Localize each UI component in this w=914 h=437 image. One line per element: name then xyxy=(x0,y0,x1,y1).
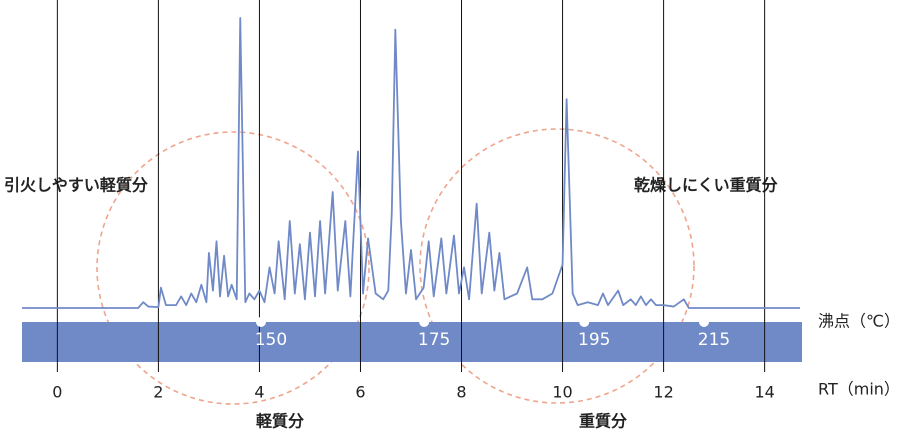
heavy-fraction-region xyxy=(419,128,695,404)
x-tick-label: 0 xyxy=(52,383,62,402)
boiling-bar xyxy=(22,322,802,362)
x-tick-label: 2 xyxy=(153,383,163,402)
boiling-marker xyxy=(699,317,710,327)
boiling-marker xyxy=(579,317,590,327)
annotation: 重質分 xyxy=(579,412,627,431)
x-tick-label: 12 xyxy=(653,383,673,402)
boiling-value: 215 xyxy=(698,330,730,350)
x-tick-label: 14 xyxy=(754,383,774,402)
x-tick-label: 10 xyxy=(552,383,572,402)
boiling-marker xyxy=(419,317,430,327)
chromatogram-line xyxy=(22,17,800,309)
x-tick-label: 6 xyxy=(355,383,365,402)
boiling-marker xyxy=(255,317,266,327)
annotation: 引火しやすい軽質分 xyxy=(4,176,148,195)
light-fraction-region xyxy=(96,131,370,405)
x-tick-label: 8 xyxy=(456,383,466,402)
boiling-label: 沸点（℃） xyxy=(818,312,900,331)
x-tick-label: 4 xyxy=(254,383,264,402)
boiling-value: 195 xyxy=(578,330,610,350)
annotation: 軽質分 xyxy=(256,412,304,431)
x-axis-label: RT（min） xyxy=(818,380,900,399)
annotation: 乾燥しにくい重質分 xyxy=(634,176,778,195)
boiling-value: 175 xyxy=(418,330,450,350)
boiling-value: 150 xyxy=(255,330,287,350)
